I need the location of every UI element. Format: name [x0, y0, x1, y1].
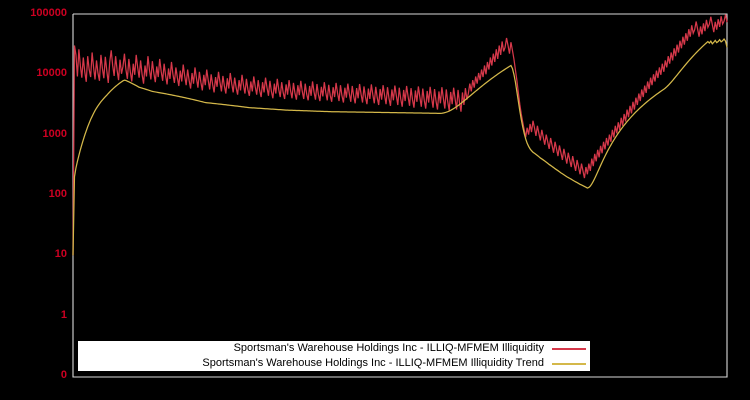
series-line-illiquidity: [72, 14, 728, 256]
axes-frame: [72, 13, 728, 378]
y-tick-label: 10000: [36, 67, 67, 80]
y-tick-label: 1: [60, 308, 67, 321]
y-tick-label: 10: [54, 248, 67, 261]
series-line-illiquidity-trend: [72, 37, 728, 256]
legend-entry: Sportsman's Warehouse Holdings Inc - ILL…: [78, 356, 590, 371]
y-tick-label: 0: [60, 369, 67, 381]
chart-legend: Sportsman's Warehouse Holdings Inc - ILL…: [78, 341, 590, 371]
legend-swatch-illiquidity-trend: [552, 358, 586, 369]
series-group: [72, 14, 728, 256]
legend-swatch-illiquidity: [552, 343, 586, 354]
legend-entry: Sportsman's Warehouse Holdings Inc - ILL…: [78, 341, 590, 356]
y-tick-label: 100: [48, 187, 67, 200]
y-tick-label: 1000: [42, 127, 67, 140]
y-tick-label: 100000: [30, 7, 67, 19]
legend-label: Sportsman's Warehouse Holdings Inc - ILL…: [233, 342, 544, 354]
legend-label: Sportsman's Warehouse Holdings Inc - ILL…: [202, 357, 544, 369]
